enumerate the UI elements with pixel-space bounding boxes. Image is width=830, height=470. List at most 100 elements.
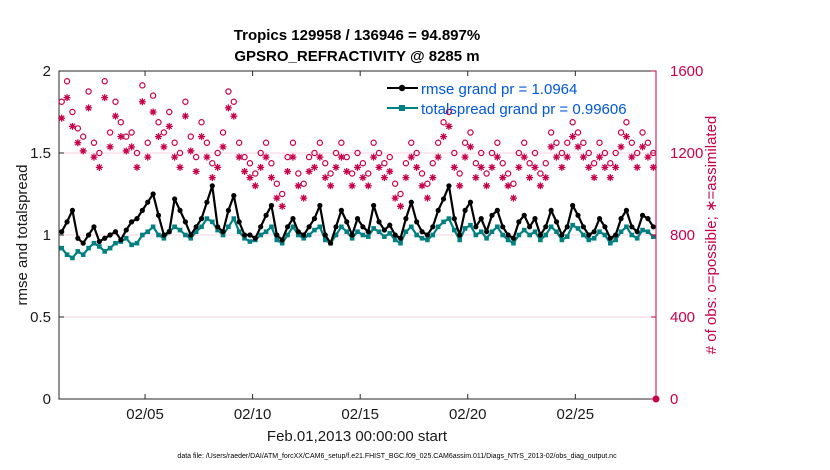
obs-assimilated-point xyxy=(300,194,308,202)
x-tick-label: 02/20 xyxy=(449,406,487,423)
rmse-point xyxy=(559,232,565,238)
rmse-point xyxy=(263,212,269,218)
obs-assimilated-point xyxy=(579,153,587,161)
obs-possible-point xyxy=(408,139,415,146)
spread-point xyxy=(231,216,237,221)
obs-assimilated-point xyxy=(267,174,275,182)
spread-point xyxy=(145,229,151,235)
obs-assimilated-point xyxy=(423,194,431,202)
spread-point xyxy=(607,240,613,246)
legend-spread-marker xyxy=(399,105,405,111)
spread-point xyxy=(441,219,446,225)
spread-point xyxy=(75,249,81,254)
y-right-tick-label: 1200 xyxy=(670,145,703,162)
obs-assimilated-point xyxy=(289,153,297,161)
obs-possible-point xyxy=(429,160,436,167)
spread-point xyxy=(532,229,538,235)
obs-possible-point xyxy=(456,170,463,177)
rmse-point xyxy=(311,216,318,222)
rmse-point xyxy=(102,235,108,241)
chart-title: Tropics 129958 / 136946 = 94.897% xyxy=(234,27,480,44)
obs-possible-point xyxy=(80,133,87,140)
obs-possible-point xyxy=(633,149,641,157)
obs-assimilated-point xyxy=(612,163,620,171)
rmse-point xyxy=(467,199,474,205)
spread-point xyxy=(430,232,436,238)
spread-point xyxy=(193,229,199,235)
spread-point xyxy=(387,231,393,236)
rmse-point xyxy=(430,224,436,230)
y-left-tick-label: 0.5 xyxy=(30,309,51,326)
obs-assimilated-point xyxy=(440,133,448,141)
obs-possible-point xyxy=(257,149,264,157)
spread-point xyxy=(575,226,581,231)
obs-count-series xyxy=(58,78,660,403)
obs-possible-point xyxy=(623,119,630,126)
rmse-point xyxy=(268,202,275,209)
obs-assimilated-point xyxy=(203,153,211,161)
spread-point xyxy=(521,227,527,233)
obs-assimilated-point xyxy=(472,174,480,182)
obs-assimilated-point xyxy=(450,163,458,171)
obs-assimilated-point xyxy=(370,153,378,161)
obs-possible-point xyxy=(230,98,237,105)
rmse-point xyxy=(193,224,199,230)
obs-possible-point xyxy=(370,139,377,146)
spread-point xyxy=(150,224,156,230)
spread-point xyxy=(473,232,479,238)
obs-assimilated-point xyxy=(187,147,195,155)
obs-possible-point xyxy=(494,139,501,146)
rmse-point xyxy=(118,237,124,243)
spread-point xyxy=(640,227,645,233)
obs-possible-point xyxy=(397,190,404,198)
rmse-point xyxy=(155,212,162,218)
spread-point xyxy=(215,227,220,233)
spread-point xyxy=(618,229,624,235)
obs-assimilated-point xyxy=(332,163,340,171)
rmse-point xyxy=(145,199,151,205)
obs-possible-point xyxy=(564,139,571,146)
obs-possible-point xyxy=(461,139,469,146)
legend-spread-label: totalspread grand pr = 0.99606 xyxy=(421,101,627,118)
obs-assimilated-point xyxy=(305,167,313,175)
spread-point xyxy=(140,232,145,238)
y-right-tick-label: 400 xyxy=(670,309,695,326)
rmse-point xyxy=(360,224,366,230)
obs-assimilated-point xyxy=(504,182,512,190)
spread-point xyxy=(274,237,280,243)
rmse-point xyxy=(607,235,613,241)
obs-possible-point xyxy=(413,149,420,157)
rmse-point xyxy=(527,224,533,230)
spread-point xyxy=(624,224,629,230)
rmse-point xyxy=(500,224,506,230)
obs-assimilated-point xyxy=(563,153,571,161)
obs-possible-point xyxy=(279,190,286,198)
rmse-point xyxy=(215,224,221,230)
spread-point xyxy=(129,242,134,248)
obs-assimilated-point xyxy=(413,163,421,171)
obs-possible-point xyxy=(612,149,619,157)
obs-assimilated-point xyxy=(429,174,437,182)
obs-assimilated-point xyxy=(461,153,469,161)
obs-assimilated-point xyxy=(117,133,125,141)
rmse-point xyxy=(596,216,603,222)
obs-possible-point xyxy=(225,88,232,95)
y-left-tick-label: 1.5 xyxy=(30,145,51,162)
obs-assimilated-point xyxy=(337,153,345,161)
obs-possible-point xyxy=(305,153,313,161)
spread-point xyxy=(452,227,457,233)
rmse-point xyxy=(580,224,586,230)
obs-assimilated-point xyxy=(515,163,523,171)
obs-assimilated-point xyxy=(235,153,243,161)
obs-possible-point xyxy=(483,170,490,177)
obs-possible-point xyxy=(246,160,254,167)
x-tick-label: 02/10 xyxy=(234,406,272,423)
rmse-spread-series xyxy=(59,183,656,261)
obs-assimilated-point xyxy=(633,163,641,171)
obs-assimilated-point xyxy=(649,163,657,171)
spread-point xyxy=(489,229,495,235)
rmse-point xyxy=(548,207,554,213)
rmse-point xyxy=(295,229,301,235)
x-axis-label: Feb.01,2013 00:00:00 start xyxy=(267,428,448,445)
chart-subtitle: GPSRO_REFRACTIVITY @ 8285 m xyxy=(234,48,479,65)
